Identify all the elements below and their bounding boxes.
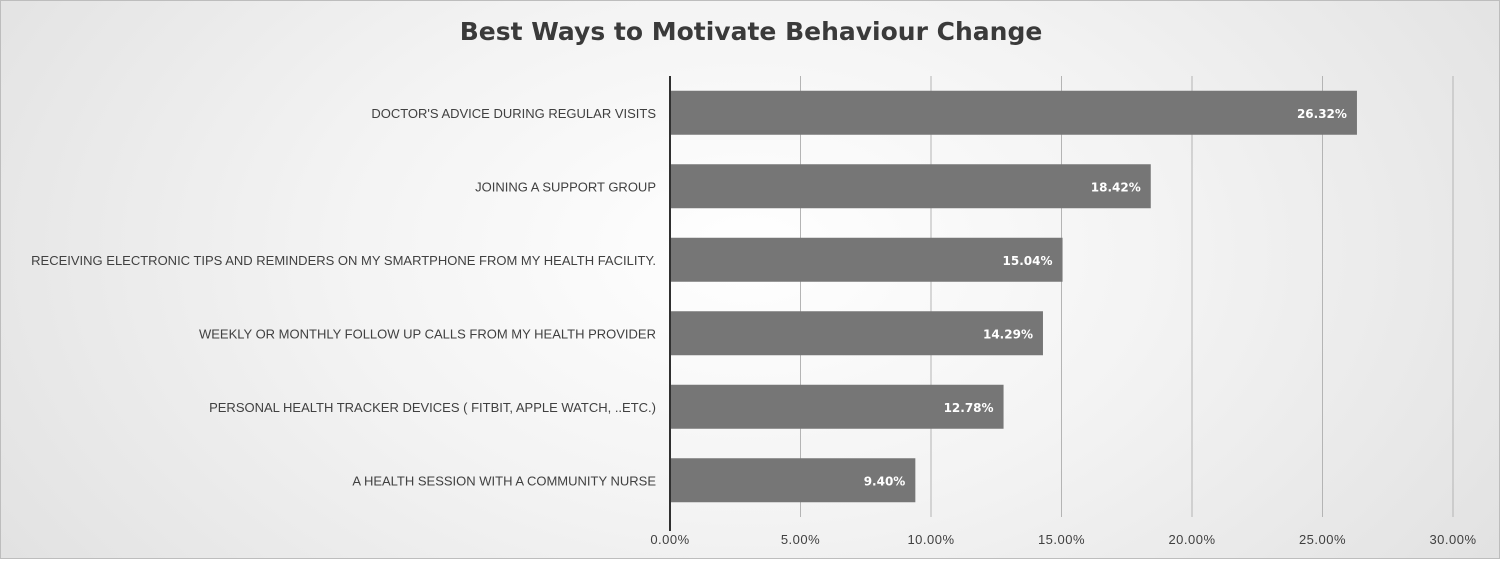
x-tick-label: 5.00% xyxy=(781,532,820,547)
x-tick-label: 30.00% xyxy=(1429,532,1476,547)
data-label: 26.32% xyxy=(1297,107,1347,121)
data-label: 15.04% xyxy=(1003,254,1053,268)
x-tick-label: 20.00% xyxy=(1168,532,1215,547)
category-label: DOCTOR'S ADVICE DURING REGULAR VISITS xyxy=(371,106,656,121)
data-label: 12.78% xyxy=(944,401,994,415)
category-label: JOINING A SUPPORT GROUP xyxy=(475,179,656,194)
bar xyxy=(670,90,1357,135)
category-label: RECEIVING ELECTRONIC TIPS AND REMINDERS … xyxy=(31,253,656,268)
data-label: 14.29% xyxy=(983,327,1033,341)
x-tick-label: 0.00% xyxy=(650,532,689,547)
data-label: 9.40% xyxy=(864,474,906,488)
x-tick-label: 10.00% xyxy=(907,532,954,547)
bar xyxy=(670,237,1063,282)
x-tick-label: 25.00% xyxy=(1299,532,1346,547)
x-tick-label: 15.00% xyxy=(1038,532,1085,547)
category-label: A HEALTH SESSION WITH A COMMUNITY NURSE xyxy=(352,473,656,488)
bar xyxy=(670,458,916,503)
bar xyxy=(670,384,1004,429)
category-label: WEEKLY OR MONTHLY FOLLOW UP CALLS FROM M… xyxy=(199,326,656,341)
bar xyxy=(670,311,1043,356)
data-label: 18.42% xyxy=(1091,180,1141,194)
chart-title: Best Ways to Motivate Behaviour Change xyxy=(459,17,1043,46)
category-label: PERSONAL HEALTH TRACKER DEVICES ( FITBIT… xyxy=(209,400,656,415)
bar xyxy=(670,164,1151,209)
